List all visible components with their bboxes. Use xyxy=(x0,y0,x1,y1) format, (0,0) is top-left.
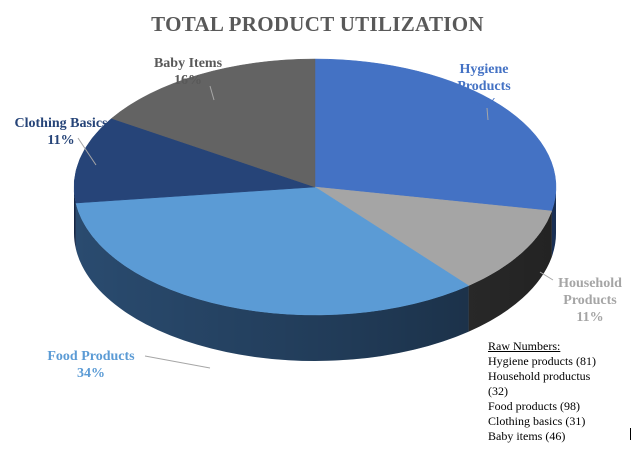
slice-name-baby: Baby Items xyxy=(153,56,223,71)
frame-edge xyxy=(630,428,631,440)
slice-label-household: Household Products 11% xyxy=(548,275,632,326)
pie-slice-baby xyxy=(111,58,316,188)
slice-percent-household: 11% xyxy=(576,310,604,325)
slice-label-clothing: Clothing Basics 11% xyxy=(4,115,118,149)
pie-slice-clothing xyxy=(73,118,316,204)
slice-percent-clothing: 11% xyxy=(47,133,75,148)
slice-name-food: Food Products xyxy=(47,349,135,364)
slice-name-household: Household Products xyxy=(558,276,622,308)
leader-line-baby xyxy=(209,85,215,101)
raw-line: Food products (98) xyxy=(488,399,580,413)
slice-label-baby: Baby Items 16% xyxy=(140,55,236,89)
pie-slice-household xyxy=(314,186,553,286)
slice-percent-hygiene: 28% xyxy=(470,96,498,111)
slice-label-hygiene: Hygiene Products 28% xyxy=(440,61,528,112)
leader-line-household xyxy=(539,271,554,281)
raw-line: Clothing basics (31) xyxy=(488,414,586,428)
slice-name-clothing: Clothing Basics xyxy=(14,116,108,131)
slice-name-hygiene: Hygiene Products xyxy=(457,62,511,94)
slice-percent-food: 34% xyxy=(77,366,105,381)
raw-line: Hygiene products (81) xyxy=(488,354,596,368)
pie-slice-hygiene xyxy=(314,58,557,212)
leader-line-food xyxy=(144,355,211,369)
chart-title: TOTAL PRODUCT UTILIZATION xyxy=(151,12,484,36)
raw-line: (32) xyxy=(488,384,508,398)
raw-numbers-title: Raw Numbers: xyxy=(488,339,561,353)
leader-line-clothing xyxy=(77,137,97,166)
leader-line-hygiene xyxy=(486,107,489,121)
pie-slice-food xyxy=(75,186,470,316)
raw-line: Household productus xyxy=(488,369,591,383)
raw-line: Baby items (46) xyxy=(488,429,566,443)
slice-label-food: Food Products 34% xyxy=(36,348,146,382)
raw-numbers-note: Raw Numbers: Hygiene products (81) House… xyxy=(488,339,630,444)
slice-percent-baby: 16% xyxy=(174,73,202,88)
pie-side-shading xyxy=(74,187,556,361)
